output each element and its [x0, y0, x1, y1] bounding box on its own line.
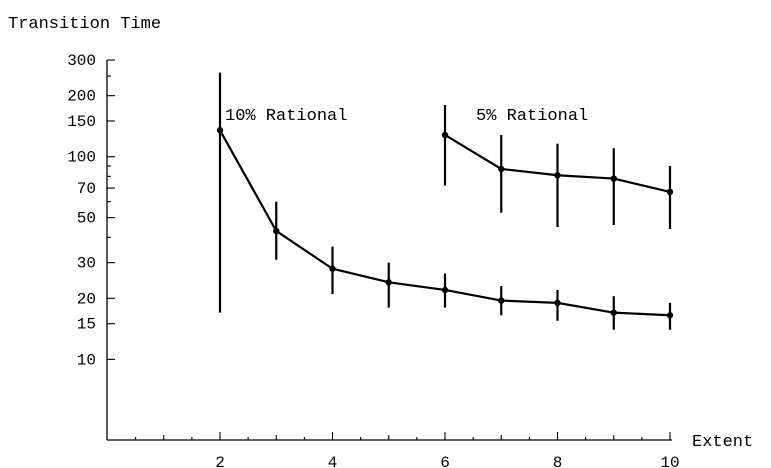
x-tick-label-8: 8: [553, 454, 563, 468]
data-point: [554, 299, 561, 307]
y-tick-label-300: 300: [67, 52, 96, 70]
x-tick-label-4: 4: [328, 454, 338, 468]
data-point: [498, 297, 505, 304]
data-point: [329, 265, 336, 272]
data-point: [273, 227, 280, 235]
y-tick-label-10: 10: [77, 351, 96, 369]
series-1: [441, 104, 674, 229]
x-tick-label-2: 2: [215, 454, 225, 468]
x-tick-label-10: 10: [660, 454, 679, 468]
data-point: [554, 172, 561, 179]
x-axis-label: Extent: [692, 433, 753, 452]
series-label-5pct: 5% Rational: [476, 107, 588, 126]
data-point: [498, 165, 505, 173]
data-point: [666, 312, 674, 319]
series-label-10pct: 10% Rational: [225, 107, 347, 126]
data-point: [666, 188, 674, 196]
y-ticks: 10 15 20 30 50 70 100 150 200 300: [67, 52, 115, 369]
data-point: [385, 279, 392, 286]
data-point: [216, 127, 224, 134]
data-point: [610, 175, 617, 182]
y-tick-label-50: 50: [77, 210, 96, 228]
y-tick-label-15: 15: [77, 316, 96, 334]
x-ticks: 2 4 6 8 10: [135, 432, 680, 468]
y-tick-label-30: 30: [77, 255, 96, 273]
y-tick-label-20: 20: [77, 290, 96, 308]
series-0: [216, 72, 674, 330]
data-point: [610, 309, 617, 316]
data-point: [441, 286, 449, 294]
series-layer: [216, 72, 674, 330]
x-tick-label-6: 6: [440, 454, 450, 468]
data-point: [441, 131, 449, 139]
y-tick-label-200: 200: [67, 88, 96, 106]
y-tick-label-70: 70: [77, 180, 96, 198]
y-tick-label-100: 100: [67, 149, 96, 167]
y-tick-label-150: 150: [67, 113, 96, 131]
y-axis-label: Transition Time: [8, 15, 161, 34]
